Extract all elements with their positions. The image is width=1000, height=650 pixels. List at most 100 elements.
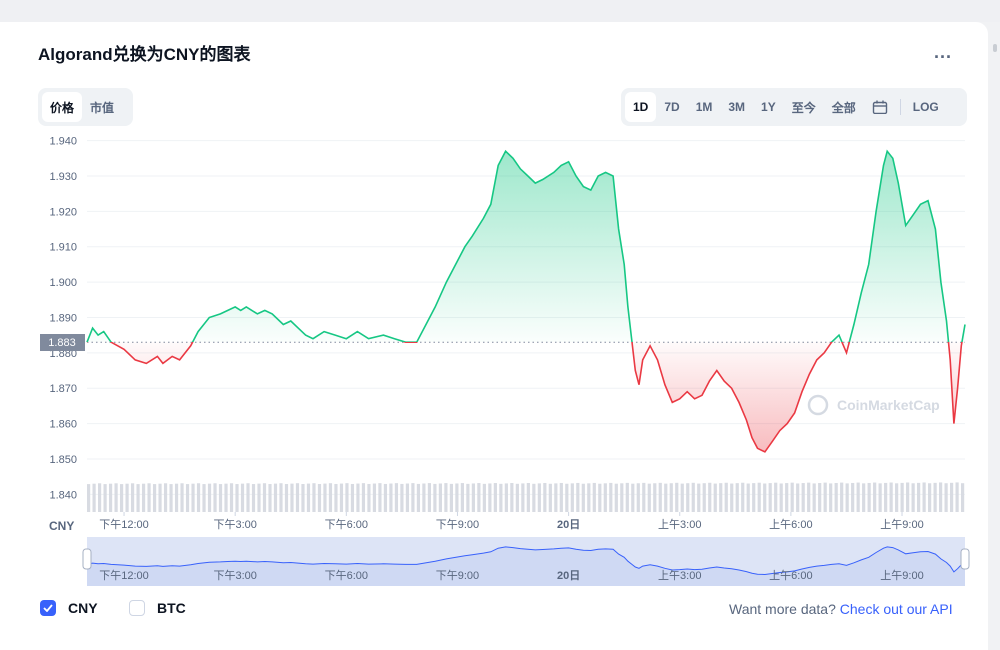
volume-bar <box>587 483 591 512</box>
area-above-baseline <box>87 151 965 342</box>
price-line-up <box>86 149 966 342</box>
volume-bar <box>471 483 475 512</box>
volume-bar <box>394 483 399 512</box>
volume-bar <box>521 483 525 512</box>
legend-cny[interactable]: CNY <box>40 600 98 616</box>
volume-bar <box>345 483 349 512</box>
range-1m[interactable]: 1M <box>695 100 713 114</box>
volume-bar <box>449 483 453 512</box>
range-all[interactable]: 全部 <box>831 100 856 115</box>
volume-bar <box>460 483 464 512</box>
volume-bar <box>581 483 585 512</box>
volume-bar <box>658 482 662 512</box>
range-1d[interactable]: 1D <box>625 92 657 122</box>
navigator-line <box>86 546 966 576</box>
volume-bar <box>653 483 657 512</box>
volume-bar <box>631 483 635 512</box>
volume-bar <box>939 482 943 512</box>
volume-bar <box>251 484 256 512</box>
volume-bar <box>103 484 107 512</box>
volume-bar <box>147 483 151 512</box>
volume-bar <box>196 483 201 512</box>
tab-price[interactable]: 价格 <box>42 92 83 122</box>
volume-bar <box>400 483 404 512</box>
volume-bar <box>928 483 932 512</box>
volume-bar <box>895 483 899 512</box>
volume-bar <box>163 483 168 512</box>
coinmarketcap-logo-icon <box>807 394 829 416</box>
volume-bar <box>169 484 173 512</box>
volume-bar <box>554 483 558 512</box>
range-3m[interactable]: 3M <box>728 100 746 114</box>
navigator-handle-right[interactable] <box>960 548 970 570</box>
volume-bar <box>752 483 756 512</box>
volume-bar <box>257 483 261 512</box>
calendar-button[interactable] <box>864 92 896 122</box>
volume-bar <box>790 482 794 512</box>
range-navigator[interactable]: 下午12:00 下午3:00 下午6:00 下午9:00 20日 上午3:00 上午6:00… <box>82 537 970 586</box>
volume-bar <box>642 482 646 512</box>
calendar-icon <box>872 100 887 114</box>
log-scale-button[interactable]: LOG <box>912 100 939 114</box>
volume-bar <box>746 483 750 512</box>
more-options-icon[interactable]: ... <box>934 42 953 62</box>
range-7d[interactable]: 7D <box>664 100 680 114</box>
navigator-tick-label: 下午9:00 <box>436 569 479 582</box>
area-below-baseline <box>87 342 965 452</box>
volume-bar <box>878 483 882 512</box>
volume-bar <box>284 484 289 512</box>
volume-bar <box>735 483 739 512</box>
navigator-handle-left[interactable] <box>82 548 92 570</box>
range-1y[interactable]: 1Y <box>761 100 776 114</box>
chart-title: Algorand兑换为CNY的图表 <box>38 45 251 64</box>
volume-bar <box>862 483 866 512</box>
volume-bar <box>856 482 860 512</box>
x-tick-label: 下午6:00 <box>325 518 368 531</box>
api-link[interactable]: Check out our API <box>839 601 953 617</box>
price-series <box>86 149 966 453</box>
btc-checkbox[interactable] <box>129 600 145 616</box>
volume-bar <box>669 483 673 512</box>
volume-bar <box>229 483 234 512</box>
volume-bar <box>422 483 426 512</box>
volume-bar <box>213 483 217 512</box>
volume-bar <box>504 483 508 512</box>
cny-checkbox[interactable] <box>40 600 56 616</box>
y-tick-label: 1.840 <box>49 489 77 501</box>
volume-bar <box>328 483 333 512</box>
volume-bar <box>312 483 316 512</box>
price-chart[interactable]: 1.9401.9301.9201.9101.9001.8901.8801.870… <box>0 130 1000 595</box>
volume-bar <box>438 483 442 512</box>
y-tick-label: 1.930 <box>49 171 77 183</box>
legend-btc[interactable]: BTC <box>129 600 186 616</box>
volume-bar <box>680 483 684 512</box>
volume-bar <box>702 483 706 512</box>
volume-bar <box>515 483 519 512</box>
volume-bar <box>763 483 767 512</box>
volume-bar <box>730 483 734 512</box>
volume-bar <box>405 483 410 512</box>
volume-bar <box>636 483 640 512</box>
navigator-tick-label: 下午6:00 <box>325 569 368 582</box>
x-tick-label: 下午3:00 <box>213 518 256 531</box>
volume-bar <box>906 482 910 512</box>
volume-bar <box>697 483 701 512</box>
volume-bar <box>570 483 574 512</box>
volume-bar <box>119 484 124 512</box>
volume-bar <box>240 483 245 512</box>
legend-label-cny: CNY <box>68 600 98 616</box>
range-ytd[interactable]: 至今 <box>791 100 816 115</box>
volume-bar <box>911 483 915 512</box>
volume-bar <box>686 483 690 512</box>
volume-bar <box>812 483 816 512</box>
volume-bar <box>356 483 360 512</box>
volume-bar <box>444 483 448 512</box>
volume-bar <box>174 483 179 512</box>
watermark-text: CoinMarketCap <box>837 397 940 413</box>
volume-bars <box>87 482 965 512</box>
volume-bar <box>411 483 415 512</box>
navigator-tick-label: 上午3:00 <box>658 569 701 582</box>
tab-market-cap[interactable]: 市值 <box>90 100 115 115</box>
volume-bar <box>708 482 712 512</box>
volume-bar <box>851 482 855 512</box>
